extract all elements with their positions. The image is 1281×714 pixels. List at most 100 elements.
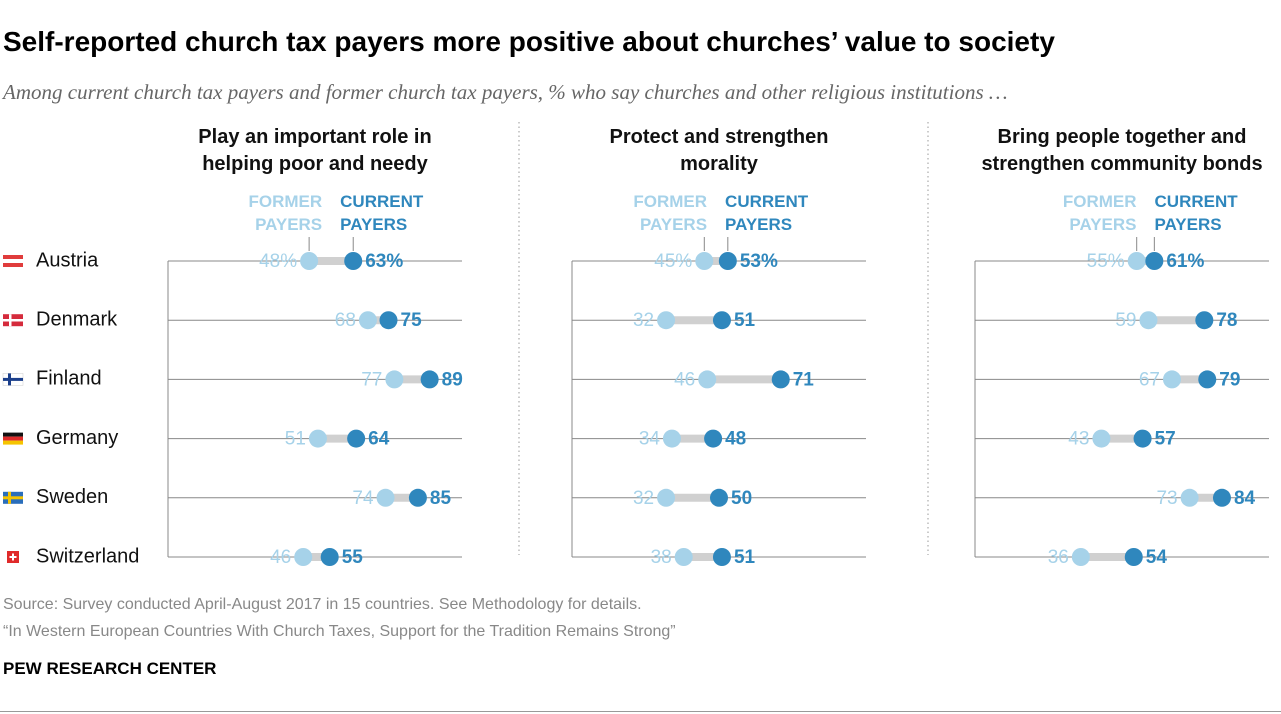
legend-label: CURRENT PAYERS (340, 192, 424, 234)
dot (698, 370, 717, 389)
country-label: Finland (36, 368, 102, 390)
value-label: 73 (1156, 488, 1177, 509)
value-label: 89 (442, 369, 463, 390)
value-label: 48 (725, 429, 746, 450)
dot (385, 370, 404, 389)
legend-label: FORMER PAYERS (1062, 192, 1137, 234)
value-label: 55% (1087, 251, 1125, 272)
dot (674, 548, 693, 566)
dot (718, 252, 737, 270)
flag (3, 496, 23, 500)
country-label: Switzerland (36, 545, 139, 567)
dot (408, 488, 427, 507)
value-label: 85 (430, 488, 452, 509)
value-label: 54 (1146, 547, 1168, 568)
flag (3, 259, 23, 263)
dot (1195, 311, 1214, 330)
dot (379, 311, 398, 330)
dot (1180, 488, 1199, 507)
dot (376, 488, 395, 507)
dot (710, 488, 728, 507)
flag (9, 556, 17, 558)
dot (1212, 488, 1231, 507)
value-label: 84 (1234, 488, 1256, 509)
value-label: 48% (259, 251, 297, 272)
dot (657, 488, 676, 507)
value-label: 46 (270, 547, 291, 568)
value-label: 61% (1166, 251, 1204, 272)
country-label: Sweden (36, 486, 108, 508)
value-label: 51 (734, 547, 756, 568)
chart-title: Self-reported church tax payers more pos… (3, 26, 1055, 57)
dot (712, 311, 731, 330)
legend-label: CURRENT PAYERS (725, 192, 809, 234)
value-label: 57 (1155, 429, 1176, 450)
dot (1162, 370, 1181, 389)
dot (358, 311, 377, 330)
country-label: Germany (36, 427, 118, 449)
flag (3, 377, 23, 381)
value-label: 67 (1139, 369, 1160, 390)
value-label: 53% (740, 251, 778, 272)
value-label: 51 (285, 429, 306, 450)
value-label: 34 (639, 429, 661, 450)
dot (1124, 548, 1143, 566)
source: Source: Survey conducted April-August 20… (3, 596, 642, 613)
dot (308, 429, 327, 448)
value-label: 64 (368, 429, 390, 450)
flag (3, 319, 23, 322)
dot (420, 370, 439, 389)
value-label: 79 (1219, 369, 1240, 390)
value-label: 78 (1216, 310, 1237, 331)
value-label: 63% (365, 251, 403, 272)
dot (771, 370, 790, 389)
value-label: 36 (1048, 547, 1069, 568)
dot (704, 429, 723, 448)
dot (1133, 429, 1152, 448)
dot (657, 311, 676, 330)
value-label: 32 (633, 310, 654, 331)
panel-title: Bring people together and strengthen com… (981, 126, 1263, 175)
footer: PEW RESEARCH CENTER (3, 659, 217, 678)
flag (3, 263, 23, 267)
dot (1071, 548, 1090, 566)
value-label: 32 (633, 488, 654, 509)
dot (1127, 252, 1146, 270)
country-label: Denmark (36, 308, 118, 330)
value-label: 55 (342, 547, 364, 568)
dot (320, 548, 339, 566)
value-label: 45% (654, 251, 692, 272)
dot (1145, 252, 1164, 270)
flag (3, 432, 23, 437)
value-label: 71 (793, 369, 815, 390)
dot (294, 548, 313, 566)
value-label: 77 (361, 369, 382, 390)
value-label: 68 (335, 310, 356, 331)
value-label: 74 (352, 488, 374, 509)
dot (1092, 429, 1111, 448)
dot (300, 252, 319, 270)
dot (662, 429, 681, 448)
value-label: 75 (401, 310, 423, 331)
value-label: 43 (1068, 429, 1089, 450)
dot (695, 252, 714, 270)
legend-label: CURRENT PAYERS (1154, 192, 1238, 234)
panel-title: Protect and strengthen morality (609, 126, 829, 175)
value-label: 38 (651, 547, 672, 568)
flag (3, 440, 23, 445)
dot (344, 252, 363, 270)
chart-subtitle: Among current church tax payers and form… (3, 80, 1008, 104)
dot (1139, 311, 1158, 330)
panel-title: Play an important role in helping poor a… (198, 126, 432, 175)
dot (347, 429, 366, 448)
country-label: Austria (36, 249, 99, 271)
legend-label: FORMER PAYERS (248, 192, 323, 234)
legend-label: FORMER PAYERS (633, 192, 708, 234)
flag (3, 255, 23, 259)
flag (3, 436, 23, 441)
note: “In Western European Countries With Chur… (3, 623, 676, 640)
value-label: 46 (674, 369, 695, 390)
dot (712, 548, 731, 566)
